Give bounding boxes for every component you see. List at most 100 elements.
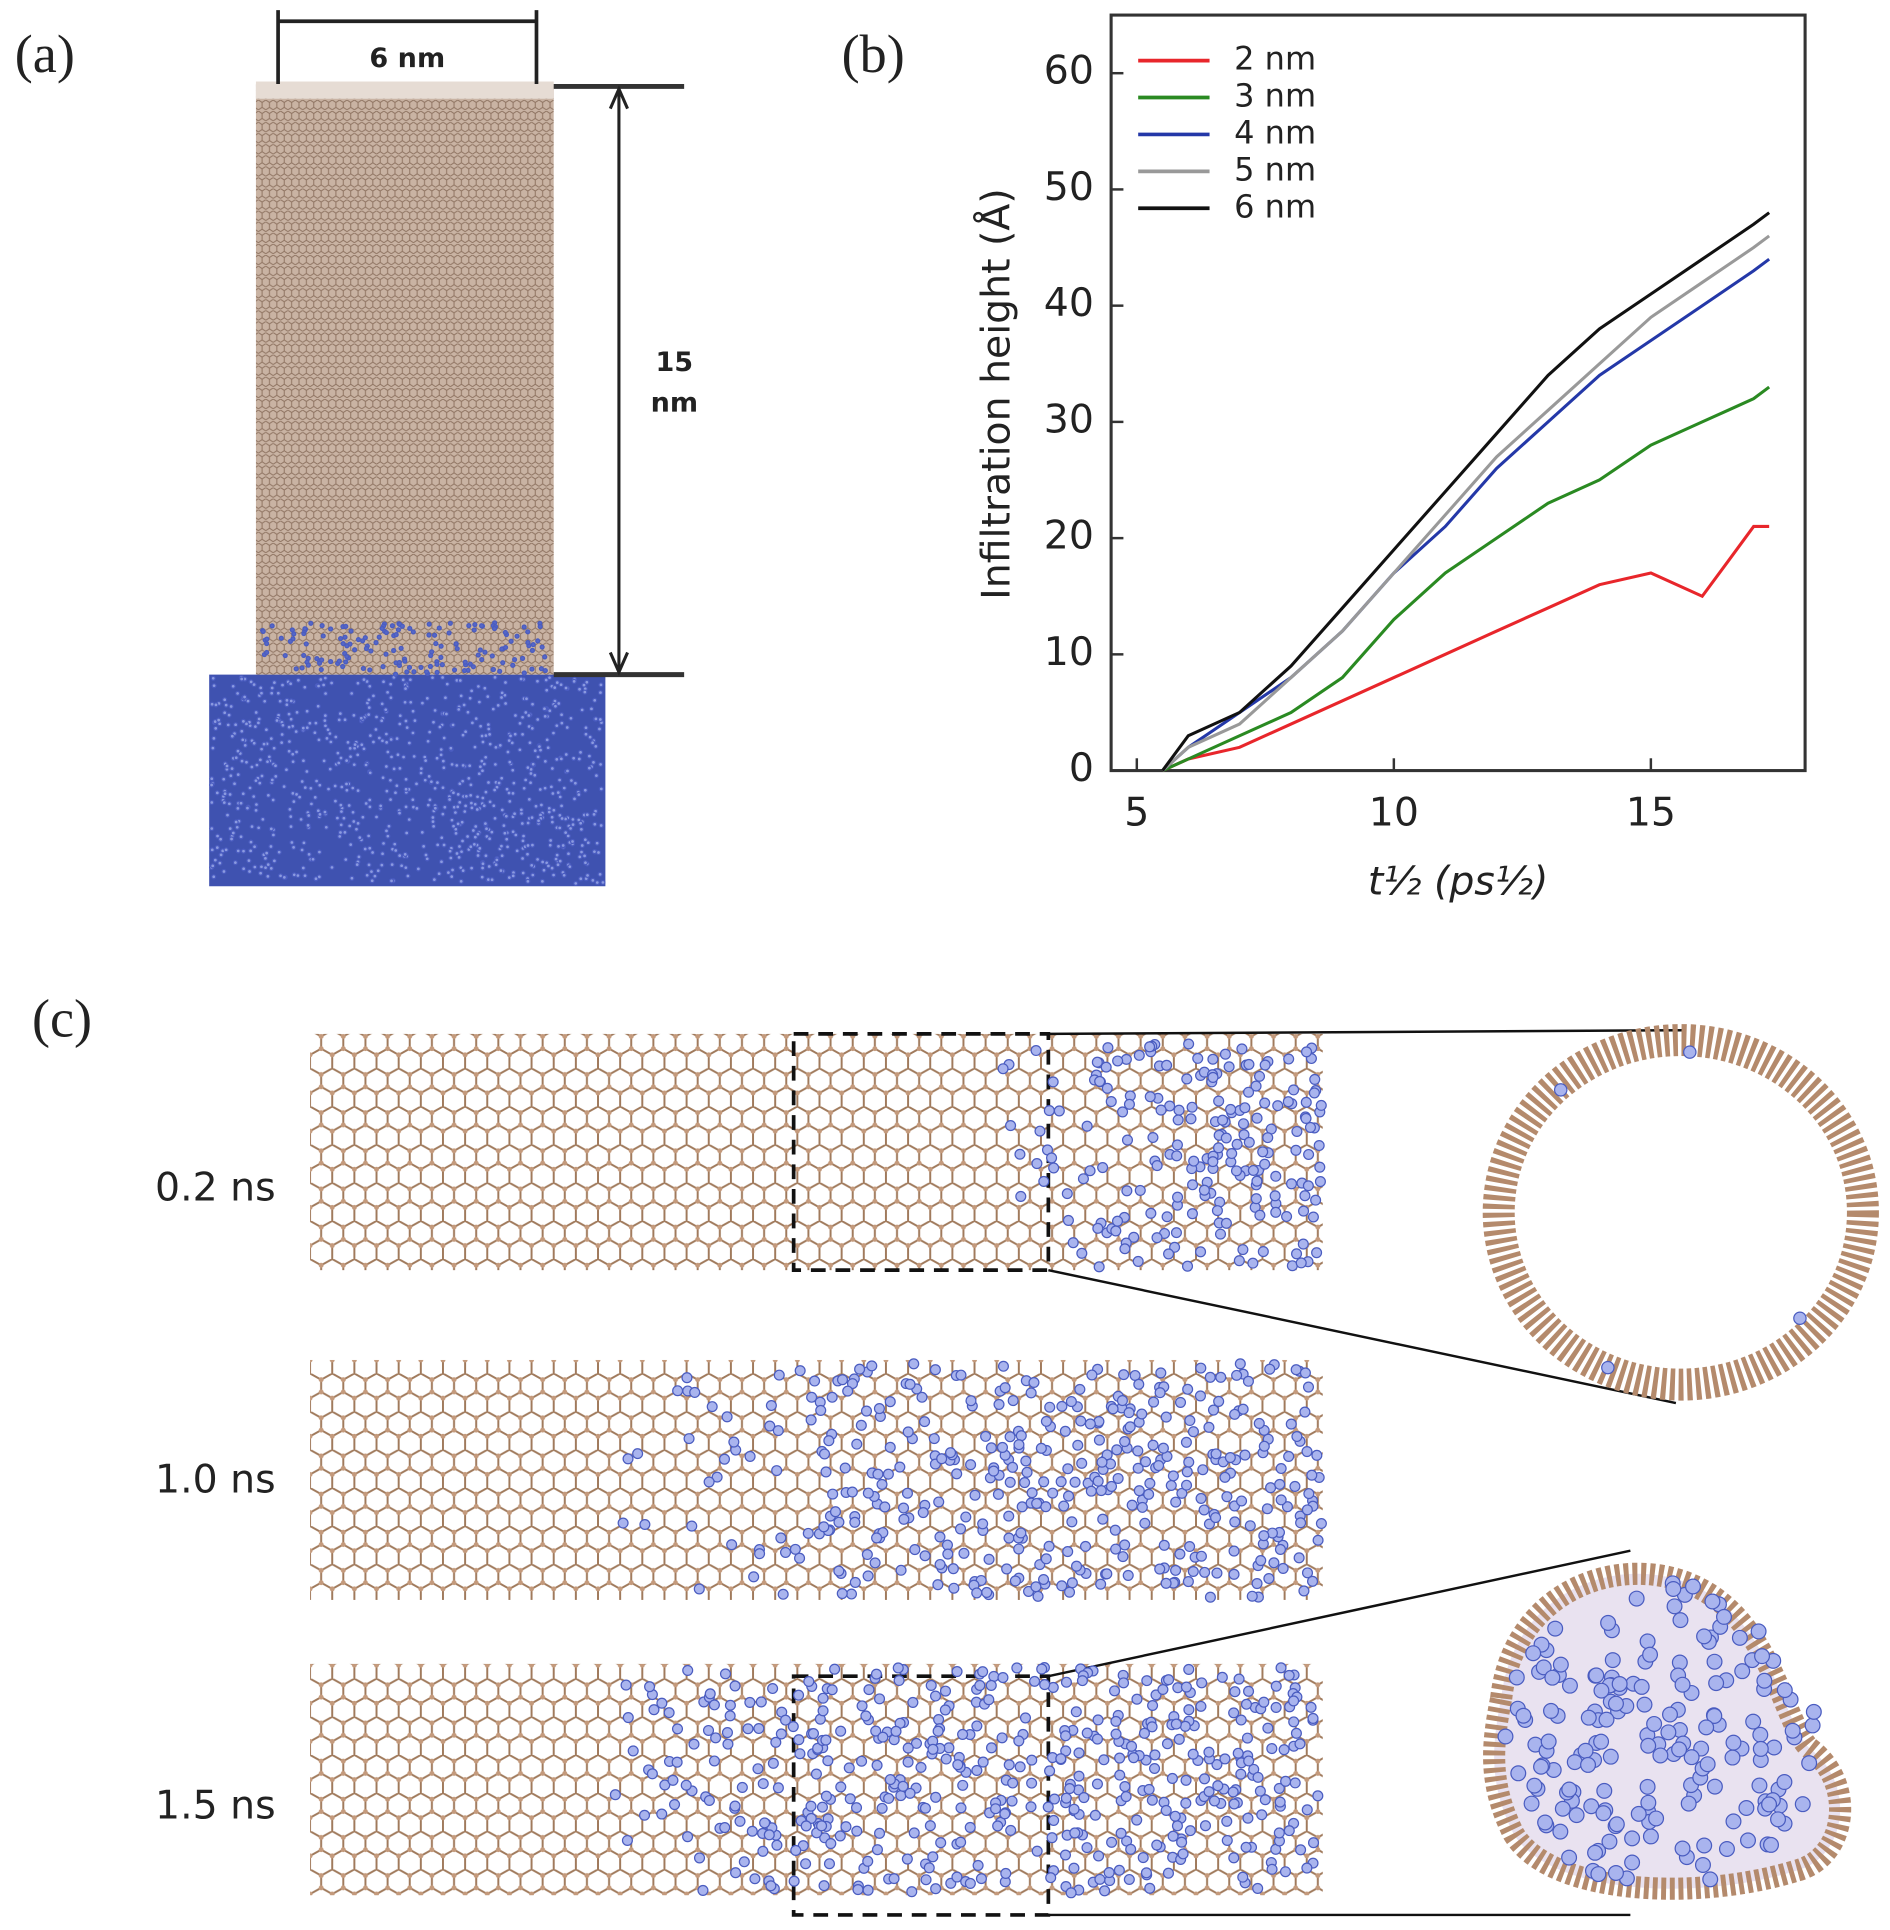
molecule: [1636, 1696, 1653, 1713]
molecule: [298, 816, 304, 823]
molecule: [1176, 1836, 1188, 1848]
molecule: [304, 708, 310, 714]
molecule: [1013, 1735, 1025, 1747]
molecule: [1073, 1747, 1085, 1759]
molecule: [355, 636, 362, 643]
molecule: [529, 725, 535, 731]
molecule: [368, 648, 374, 654]
molecule: [971, 1720, 983, 1732]
molecule: [576, 791, 582, 798]
molecule: [1577, 1742, 1594, 1759]
molecule: [342, 634, 348, 640]
molecule: [1084, 1418, 1096, 1430]
molecule: [1266, 1863, 1278, 1875]
molecule: [553, 856, 559, 862]
molecule: [1149, 1762, 1161, 1775]
molecule: [1510, 1765, 1527, 1782]
molecule: [927, 1851, 939, 1863]
molecule: [1166, 1772, 1178, 1784]
molecule: [836, 1374, 849, 1386]
molecule: [1171, 1820, 1183, 1832]
molecule: [449, 761, 455, 768]
molecule: [827, 1488, 839, 1500]
molecule: [471, 841, 477, 847]
molecule: [258, 690, 265, 696]
molecule: [1221, 1491, 1233, 1503]
molecule: [482, 649, 488, 655]
molecule: [447, 848, 453, 854]
molecule: [427, 797, 433, 803]
molecule: [399, 623, 405, 629]
molecule: [388, 695, 394, 701]
molecule: [901, 1853, 913, 1865]
molecule: [336, 658, 342, 664]
molecule: [432, 707, 438, 714]
molecule: [1262, 1132, 1274, 1144]
molecule: [1252, 1771, 1264, 1783]
molecule: [669, 1799, 681, 1811]
molecule: [1055, 1476, 1067, 1488]
molecule: [210, 675, 216, 681]
molecule: [402, 699, 408, 705]
molecule: [481, 803, 487, 809]
molecule: [632, 1448, 644, 1460]
molecule: [1157, 1683, 1169, 1696]
molecule: [578, 849, 585, 855]
molecule: [1794, 1796, 1811, 1813]
molecule: [240, 848, 247, 854]
molecule: [1081, 1120, 1093, 1132]
molecule: [1766, 1739, 1783, 1756]
molecule: [862, 1855, 874, 1867]
molecule: [871, 1532, 883, 1544]
molecule: [730, 1867, 742, 1879]
molecule: [492, 674, 498, 680]
molecule: [960, 1511, 972, 1523]
molecule: [936, 1453, 948, 1465]
molecule: [264, 759, 271, 765]
molecule: [1021, 1466, 1033, 1478]
molecule: [1182, 1576, 1194, 1588]
molecule: [235, 772, 241, 778]
molecule: [1281, 1501, 1293, 1513]
molecule: [383, 651, 389, 657]
molecule: [1699, 1756, 1716, 1773]
molecule: [499, 775, 505, 781]
molecule: [473, 716, 479, 722]
molecule: [396, 659, 402, 666]
molecule: [1661, 1706, 1678, 1723]
molecule: [393, 632, 399, 638]
molecule: [271, 858, 277, 864]
molecule: [902, 1756, 914, 1768]
molecule: [587, 734, 593, 740]
molecule: [1255, 1555, 1267, 1567]
molecule: [404, 669, 410, 675]
molecule: [1608, 1816, 1625, 1833]
molecule: [559, 712, 565, 718]
molecule: [391, 647, 397, 654]
molecule: [597, 716, 603, 723]
molecule: [1147, 1439, 1159, 1451]
molecule: [209, 799, 215, 806]
molecules: [209, 620, 1822, 1899]
molecule: [609, 1789, 621, 1801]
molecule: [393, 671, 399, 677]
molecule: [462, 659, 468, 665]
molecule: [1247, 1257, 1259, 1269]
molecule: [362, 635, 368, 641]
molecule: [1155, 1367, 1167, 1379]
molecule: [1147, 1131, 1159, 1144]
molecule: [425, 738, 431, 744]
molecule: [689, 1386, 701, 1399]
molecule: [251, 844, 258, 850]
molecule: [728, 1436, 740, 1448]
molecule: [1177, 1848, 1189, 1860]
molecule: [1063, 1586, 1076, 1598]
molecule: [1583, 1798, 1600, 1815]
molecule: [279, 731, 285, 738]
molecule: [1180, 1681, 1192, 1693]
molecule: [222, 710, 228, 716]
molecule: [235, 748, 241, 754]
molecule: [1752, 1726, 1769, 1743]
molecule: [672, 1385, 684, 1397]
molecule: [526, 712, 532, 719]
